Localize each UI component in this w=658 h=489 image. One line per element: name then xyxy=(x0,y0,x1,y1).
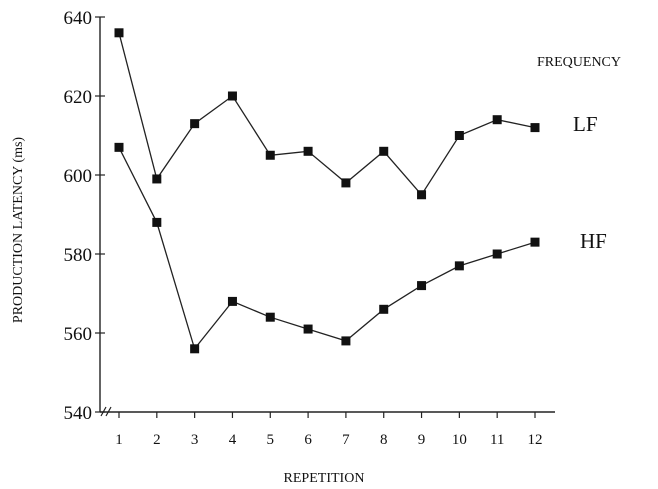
data-point-hf xyxy=(454,261,464,271)
x-tick-label: 9 xyxy=(418,432,426,448)
x-tick-label: 6 xyxy=(304,432,312,448)
series-label-lf: LF xyxy=(573,112,598,136)
data-point-lf xyxy=(492,115,502,125)
data-point-hf xyxy=(530,237,540,247)
series-hf xyxy=(114,142,540,354)
x-tick-label: 11 xyxy=(490,432,504,448)
data-point-lf xyxy=(341,178,351,188)
data-point-hf xyxy=(114,142,124,152)
data-point-hf xyxy=(303,324,313,334)
data-point-lf xyxy=(454,131,464,140)
x-tick-label: 5 xyxy=(267,432,275,448)
data-point-lf xyxy=(114,28,124,38)
data-point-lf xyxy=(190,119,200,129)
x-axis-title: REPETITION xyxy=(284,471,365,486)
series-layer xyxy=(114,28,540,354)
x-tick-label: 3 xyxy=(191,432,199,448)
x-tick-label: 4 xyxy=(229,432,237,448)
x-tick-label: 1 xyxy=(115,432,123,448)
data-point-lf xyxy=(265,150,275,160)
x-tick-label: 12 xyxy=(528,432,543,448)
y-ticks: 540 560 580 600 620 640 xyxy=(64,8,105,424)
data-point-hf xyxy=(265,312,275,322)
y-tick-label: 560 xyxy=(64,324,93,345)
data-point-lf xyxy=(152,174,162,184)
data-point-hf xyxy=(190,344,200,354)
data-point-hf xyxy=(152,217,162,227)
axes xyxy=(99,17,555,417)
data-point-lf xyxy=(227,91,237,101)
series-lf xyxy=(114,28,540,200)
series-label-hf: HF xyxy=(580,229,607,253)
data-point-hf xyxy=(417,281,427,291)
data-point-hf xyxy=(379,304,389,314)
y-tick-label: 580 xyxy=(64,245,93,266)
y-tick-label: 620 xyxy=(64,87,93,108)
y-axis-title: PRODUCTION LATENCY (ms) xyxy=(11,137,26,323)
axis-break-stroke xyxy=(105,406,112,417)
data-point-hf xyxy=(341,336,351,346)
series-line-lf xyxy=(118,32,536,196)
y-tick-label: 540 xyxy=(64,403,93,424)
data-point-lf xyxy=(379,146,389,156)
series-line-hf xyxy=(118,147,536,351)
y-tick-label: 640 xyxy=(64,8,93,29)
x-tick-label: 2 xyxy=(153,432,161,448)
x-ticks: 1 2 3 4 5 6 7 8 9 10 11 12 xyxy=(115,412,543,448)
legend-title: FREQUENCY xyxy=(537,55,621,70)
data-point-lf xyxy=(303,146,313,156)
data-point-hf xyxy=(492,249,502,259)
x-tick-label: 8 xyxy=(380,432,388,448)
x-tick-label: 10 xyxy=(452,432,467,448)
data-point-lf xyxy=(417,190,427,200)
data-point-lf xyxy=(530,123,540,133)
data-point-hf xyxy=(227,296,237,306)
x-tick-label: 7 xyxy=(342,432,350,448)
y-tick-label: 600 xyxy=(64,166,93,187)
